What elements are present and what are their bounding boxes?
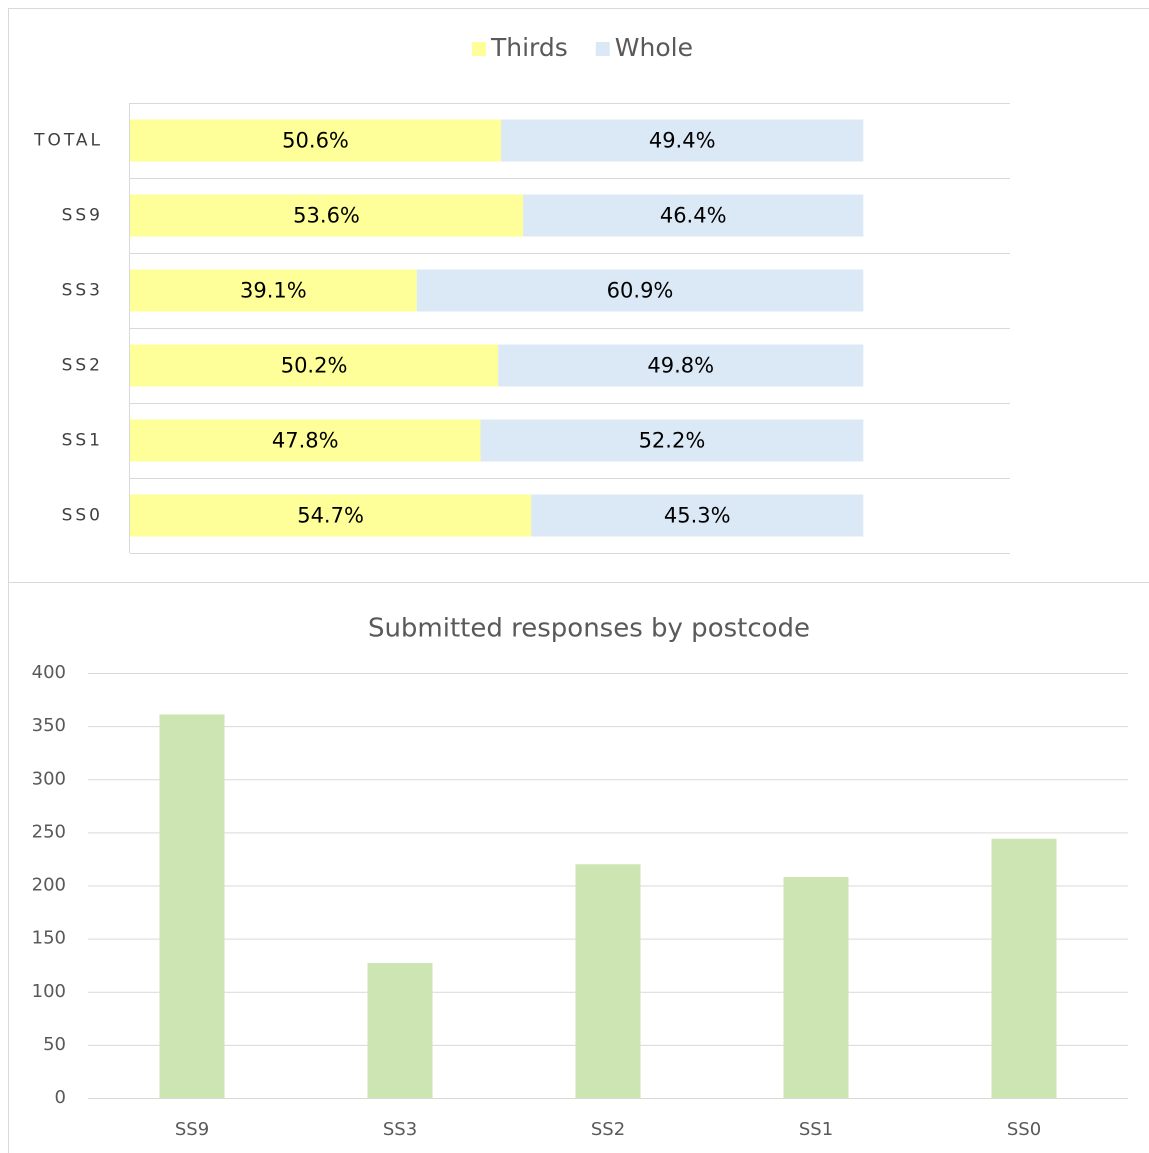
y-tick-label: SS1: [62, 431, 103, 451]
y-tick-label: SS9: [62, 206, 103, 226]
bar-segment: [531, 494, 864, 537]
bar-segment: [130, 419, 481, 462]
y-tick-label: TOTAL: [33, 131, 103, 151]
data-label: 50.2%: [281, 354, 348, 378]
bar: [159, 714, 225, 1098]
y-tick-label: 50: [43, 1034, 66, 1055]
x-tick-label: SS3: [383, 1119, 417, 1140]
bar-segment: [498, 344, 864, 387]
y-tick-label: 350: [32, 715, 66, 736]
legend-label: Thirds: [490, 33, 568, 62]
y-tick-label: 150: [32, 928, 66, 949]
y-tick-label: 400: [32, 662, 66, 683]
legend-swatch: [472, 42, 486, 56]
bar-segment: [130, 119, 502, 162]
x-tick-label: SS9: [175, 1119, 209, 1140]
data-label: 45.3%: [664, 504, 731, 528]
y-tick-label: 0: [55, 1087, 66, 1108]
y-tick-label: SS2: [62, 356, 103, 376]
bar: [575, 864, 641, 1098]
data-label: 49.4%: [649, 129, 716, 153]
bar-segment: [130, 269, 417, 312]
bar-segment: [416, 269, 864, 312]
chart-title: Submitted responses by postcode: [368, 614, 810, 644]
data-label: 39.1%: [240, 279, 307, 303]
data-label: 53.6%: [293, 204, 360, 228]
data-label: 46.4%: [660, 204, 727, 228]
data-label: 60.9%: [607, 279, 674, 303]
data-label: 54.7%: [297, 504, 364, 528]
data-label: 49.8%: [647, 354, 714, 378]
x-tick-label: SS1: [799, 1119, 833, 1140]
bar-segment: [130, 344, 499, 387]
data-label: 50.6%: [282, 129, 349, 153]
y-tick-label: SS3: [62, 281, 103, 301]
y-tick-label: 100: [32, 981, 66, 1002]
y-tick-label: 300: [32, 768, 66, 789]
bar: [367, 963, 433, 1098]
bar-segment: [130, 194, 524, 237]
bar-segment: [480, 419, 864, 462]
legend-label: Whole: [615, 33, 693, 62]
data-label: 47.8%: [272, 429, 339, 453]
x-tick-label: SS2: [591, 1119, 625, 1140]
legend-swatch: [595, 42, 610, 56]
x-tick-label: SS0: [1007, 1119, 1041, 1140]
y-tick-label: 250: [32, 821, 66, 842]
bar-segment: [130, 494, 532, 537]
data-label: 52.2%: [639, 429, 706, 453]
bar-segment: [523, 194, 864, 237]
y-tick-label: SS0: [62, 506, 103, 526]
y-tick-label: 200: [32, 875, 66, 896]
bar: [991, 838, 1057, 1098]
bar: [783, 877, 849, 1098]
bar-segment: [501, 119, 864, 162]
